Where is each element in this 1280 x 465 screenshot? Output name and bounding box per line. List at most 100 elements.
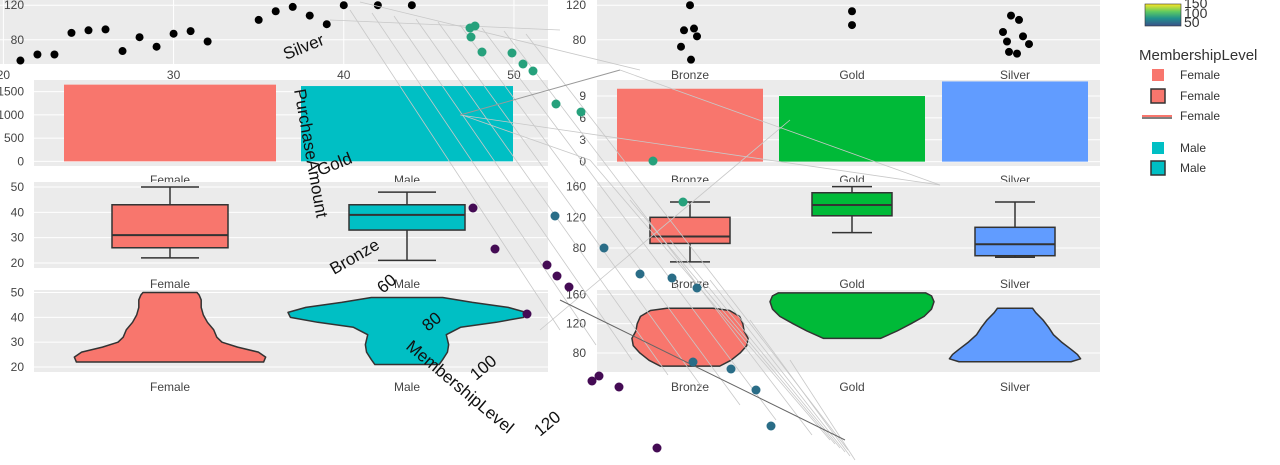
scatter-age-point xyxy=(118,47,127,56)
scatter3d-point xyxy=(635,269,645,279)
scatter3d-point xyxy=(594,371,604,381)
scatter-age-point xyxy=(16,56,25,65)
scatter3d-gridline xyxy=(459,114,941,186)
scatter-member-point xyxy=(1005,47,1013,56)
scatter-age-panel: 80 120 20 30 40 50 xyxy=(0,0,548,82)
bar-member-ytick-label: 0 xyxy=(579,155,586,169)
scatter3d-gridline xyxy=(437,21,705,391)
scatter-member-point xyxy=(1007,11,1015,20)
bar-gender-ytick-label: 1000 xyxy=(0,108,24,122)
scatter-age-xtick-label: 50 xyxy=(507,68,521,82)
violin-member-violin xyxy=(948,307,1082,363)
bar-member-ytick-label: 6 xyxy=(579,111,586,125)
scatter-age-point xyxy=(254,15,263,24)
violin-gender-panel: 20 30 40 50 Female Male xyxy=(11,285,548,394)
colorbar-tick-label: 150 xyxy=(1184,0,1208,11)
scatter-member-panel: 80 120 Bronze Gold Silver xyxy=(566,0,1100,82)
bar-member-ytick-label: 9 xyxy=(579,89,586,103)
legend-swatch xyxy=(1152,69,1164,81)
scatter-age-point xyxy=(33,50,42,59)
scatter3d-gridline xyxy=(589,159,831,441)
box-member-xtick-label: Gold xyxy=(839,277,864,291)
scatter-age-point xyxy=(152,42,161,51)
box-member-xtick-label: Bronze xyxy=(671,277,709,291)
violin-member-violin xyxy=(769,292,935,340)
scatter3d-point xyxy=(542,260,552,270)
scatter3d-point xyxy=(550,211,560,221)
scatter3d-gridline xyxy=(329,19,561,31)
scatter3d-point xyxy=(599,243,609,253)
bar-member-ytick-label: 3 xyxy=(579,133,586,147)
violin-gender-ytick-label: 50 xyxy=(11,285,25,299)
scatter3d-point xyxy=(528,66,538,76)
scatter-member-point xyxy=(686,1,694,10)
violin-gender-ytick-label: 30 xyxy=(11,335,25,349)
scatter-member-point xyxy=(1019,32,1027,41)
scatter-member-xtick-label: Silver xyxy=(1000,68,1030,82)
scatter3d-point xyxy=(751,385,761,395)
box-gender-ytick-label: 40 xyxy=(11,205,25,219)
bar-gender-ytick-label: 500 xyxy=(4,131,24,145)
scatter3d-gridline xyxy=(789,359,856,461)
scatter3d-point xyxy=(726,364,736,374)
scatter3d-point xyxy=(477,47,487,57)
scatter3d-point xyxy=(466,32,476,42)
scatter3d-gridline xyxy=(349,9,561,331)
scatter-age-point xyxy=(407,1,416,10)
scatter3d-point xyxy=(518,59,528,69)
scatter3d-gridline xyxy=(669,239,841,449)
violin-member-xtick-label: Silver xyxy=(1000,380,1030,394)
legend-swatch xyxy=(1152,142,1164,154)
scatter-member-point xyxy=(1003,37,1011,46)
scatter3d-point xyxy=(564,282,574,292)
scatter3d-gridline xyxy=(539,119,791,331)
scatter-age-point xyxy=(339,1,348,10)
box-gender-ytick-label: 50 xyxy=(11,180,25,194)
scatter3d-point xyxy=(470,21,480,31)
scatter3d-axis-line xyxy=(459,69,621,116)
box-gender-panel: 20 30 40 50 Female Male xyxy=(11,180,548,291)
legend-item-label: Female xyxy=(1180,109,1220,123)
scatter3d-gridline xyxy=(629,199,836,445)
scatter-age-point xyxy=(101,25,110,34)
bar-member-bar xyxy=(779,96,925,162)
scatter-age-point xyxy=(67,28,76,37)
colorbar-tick-label: 100 xyxy=(1184,5,1208,21)
box-member-box xyxy=(974,226,1056,257)
violin-member-xtick-label: Gold xyxy=(839,380,864,394)
box-gender-xtick-label: Female xyxy=(150,277,190,291)
scatter-age-ytick-label: 120 xyxy=(4,0,24,12)
violin-gender-ytick-label: 40 xyxy=(11,310,25,324)
violin-gender-xtick-label: Male xyxy=(394,380,420,394)
scatter3d-point xyxy=(468,203,478,213)
scatter-age-point xyxy=(271,7,280,16)
scatter3d-point xyxy=(652,443,662,453)
bar-gender-ytick-label: 0 xyxy=(17,154,24,168)
violin-member-xtick-label: Bronze xyxy=(671,380,709,394)
scatter-member-xtick-label: Bronze xyxy=(671,68,709,82)
scatter-member-point xyxy=(1015,15,1023,24)
scatter-member-point xyxy=(680,26,688,35)
scatter3d-gridline xyxy=(749,319,851,457)
scatter-age-point xyxy=(322,20,331,29)
scatter-age-xtick-label: 20 xyxy=(0,68,10,82)
bar-gender-bar xyxy=(64,84,276,162)
scatter3d-point xyxy=(576,107,586,117)
legend-swatch xyxy=(1150,88,1166,104)
scatter-member-point xyxy=(848,21,856,30)
scatter3d-gridline xyxy=(459,24,741,406)
scatter-age-xtick-label: 40 xyxy=(337,68,351,82)
scatter3d-point xyxy=(667,273,677,283)
scatter3d-point xyxy=(614,382,624,392)
scatter3d-gridline xyxy=(415,18,669,376)
legend-item-label: Male xyxy=(1180,141,1206,155)
scatter-member-point xyxy=(1025,40,1033,49)
scatter-age-point xyxy=(288,2,297,11)
scatter-age-point xyxy=(305,11,314,20)
violin-gender-violin xyxy=(73,291,267,363)
scatter3d-gridline xyxy=(371,12,597,346)
